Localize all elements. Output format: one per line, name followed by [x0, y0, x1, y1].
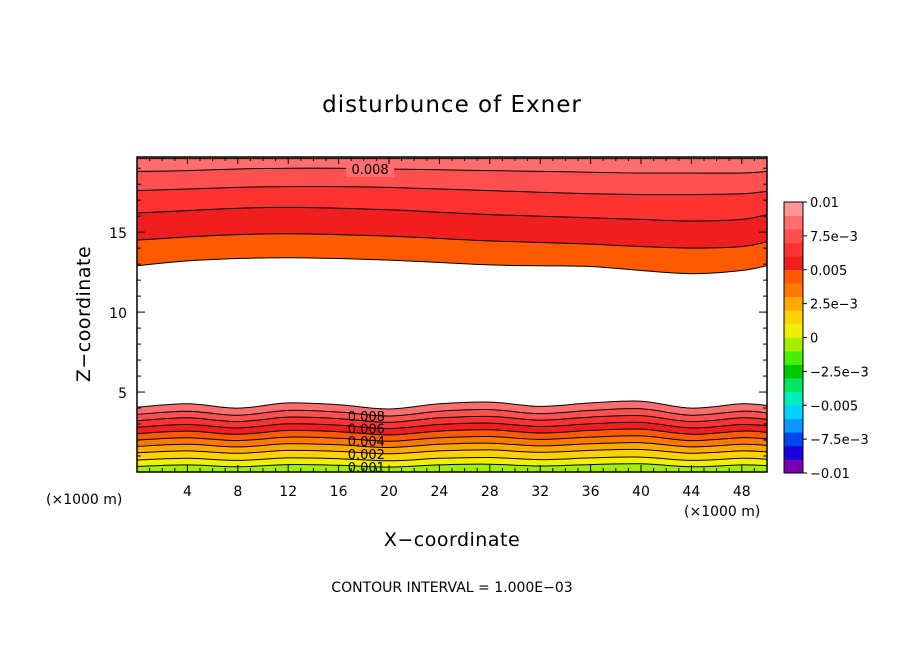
colorbar-swatch [784, 296, 803, 311]
colorbar-swatch [784, 418, 803, 433]
contour-line [136, 414, 768, 423]
x-unit-right: (×1000 m) [684, 504, 760, 520]
contour-fill-band [137, 463, 767, 472]
colorbar-swatch [784, 337, 803, 352]
contour-fill-band [137, 442, 767, 454]
contour-fill-band [137, 168, 767, 195]
y-tick-label: 5 [118, 386, 127, 402]
contour-line [136, 456, 768, 462]
colorbar-tick-label: 0.01 [810, 196, 839, 211]
colorbar-tick-label: −0.01 [810, 467, 850, 482]
y-tick-label: 10 [109, 306, 127, 322]
x-tick-label: 44 [682, 484, 700, 500]
y-tick-label: 15 [109, 226, 127, 242]
contour-line [136, 442, 768, 449]
contour-fills [137, 157, 767, 472]
contour-fill-band [137, 449, 767, 461]
contour-label: 0.004 [348, 435, 385, 450]
contour-fill-band [137, 233, 767, 274]
colorbar-tick-label: −0.005 [810, 399, 858, 414]
colorbar-swatch [784, 378, 803, 392]
colorbar-swatch [784, 364, 803, 379]
colorbar-swatch [784, 215, 803, 230]
contour-fill-band [137, 186, 767, 221]
colorbar-swatch [784, 242, 803, 257]
contour-line [136, 428, 768, 436]
colorbar-tick-label: −2.5e−3 [810, 365, 869, 380]
colorbar-tick-label: 7.5e−3 [810, 230, 858, 245]
x-tick-label: 32 [531, 484, 549, 500]
colorbar-swatch [784, 310, 803, 325]
contour-label: 0.008 [348, 410, 385, 425]
colorbar-swatch [784, 432, 803, 447]
contour-fill-band [137, 422, 767, 435]
colorbar: 0.01 7.5e−3 0.005 2.5e−3 0 −2.5e−3 −0.005 −7.5e… [783, 196, 869, 482]
colorbar-swatch [784, 405, 803, 420]
colorbar-tick-label: 0 [810, 332, 818, 347]
contour-line [136, 206, 768, 222]
contour-label: 0.002 [348, 448, 385, 463]
contour-label: 0.008 [351, 163, 388, 178]
x-tick-label: 4 [183, 484, 192, 500]
contour-label-bg [346, 162, 395, 177]
colorbar-tick-label: 0.005 [810, 264, 847, 279]
contour-line [136, 400, 768, 410]
contour-fill-band [137, 408, 767, 423]
contour-label: 0.001 [348, 461, 385, 476]
contour-line [136, 257, 768, 275]
contour-line [136, 448, 768, 455]
contour-fill-band [137, 456, 767, 468]
x-unit-left: (×1000 m) [46, 492, 122, 508]
colorbar-swatch [784, 202, 803, 216]
contour-fill-band [137, 400, 767, 417]
contour-fill-band [137, 428, 767, 442]
colorbar-swatch [784, 459, 803, 474]
contour-line [136, 167, 768, 174]
y-axis-title: Z−coordinate [73, 246, 95, 382]
contour-line [136, 408, 768, 417]
contour-fill-band [137, 158, 767, 174]
colorbar-swatch [784, 229, 803, 243]
contour-line [136, 233, 768, 249]
y-axis-ticks: 5 10 15 [109, 167, 767, 457]
x-axis-title: X−coordinate [384, 529, 520, 551]
contour-label: 0.006 [348, 423, 385, 438]
chart-title: disturbunce of Exner [322, 92, 582, 118]
contour-fill-band [137, 207, 767, 249]
x-axis-ticks: 4 8 12 16 20 24 28 32 36 40 44 48 [149, 157, 755, 500]
x-tick-label: 48 [733, 484, 751, 500]
colorbar-swatch [784, 269, 803, 284]
x-tick-label: 36 [582, 484, 600, 500]
colorbar-tick-label: −7.5e−3 [810, 433, 869, 448]
colorbar-swatch [784, 351, 803, 365]
colorbar-swatch [784, 391, 803, 406]
x-tick-label: 12 [279, 484, 297, 500]
contour-line [136, 421, 768, 430]
x-tick-label: 40 [632, 484, 650, 500]
contour-line [136, 185, 768, 196]
contour-line [136, 463, 768, 468]
x-tick-label: 24 [430, 484, 448, 500]
contour-fill-band [137, 415, 767, 429]
colorbar-swatch [784, 445, 803, 460]
x-tick-label: 16 [330, 484, 348, 500]
contour-interval-note: CONTOUR INTERVAL = 1.000E−03 [331, 580, 572, 596]
x-tick-label: 28 [481, 484, 499, 500]
x-tick-label: 20 [380, 484, 398, 500]
colorbar-swatch [784, 256, 803, 271]
colorbar-swatch [784, 323, 803, 338]
contour-line [136, 435, 768, 442]
colorbar-swatch [784, 283, 803, 298]
colorbar-tick-label: 2.5e−3 [810, 298, 858, 313]
x-tick-label: 8 [233, 484, 242, 500]
contour-fill-band [137, 435, 767, 448]
